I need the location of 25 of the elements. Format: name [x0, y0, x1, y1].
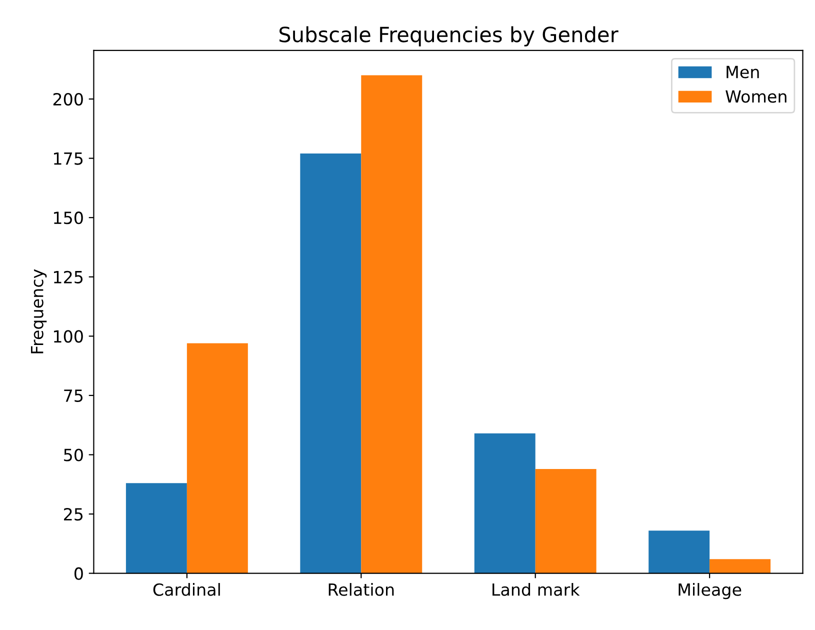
y-tick-label: 100 — [54, 330, 83, 343]
y-axis-title: Frequency — [31, 269, 47, 354]
legend-label: Women — [726, 90, 786, 103]
legend-label: Men — [726, 66, 759, 78]
bar — [710, 559, 771, 574]
bar — [474, 433, 536, 574]
x-tick-label: Cardinal — [153, 583, 220, 596]
chart-title: Subscale Frequencies by Gender — [279, 26, 618, 46]
y-tick-label: 200 — [53, 92, 83, 106]
x-tick-label: Mileage — [678, 583, 742, 600]
bar — [535, 468, 596, 574]
y-tick-label: 75 — [64, 390, 83, 402]
y-tick-label: 25 — [64, 508, 83, 521]
y-tick-label: 125 — [54, 270, 83, 284]
bar — [300, 154, 362, 574]
y-tick-label: 175 — [54, 152, 83, 165]
bar — [126, 483, 187, 574]
x-tick-label: Land mark — [492, 583, 580, 596]
bar — [186, 343, 248, 574]
x-tick-label: Relation — [328, 583, 394, 596]
bar — [361, 75, 422, 574]
y-tick-label: 150 — [54, 212, 83, 224]
bar — [648, 530, 710, 574]
y-tick-label: 50 — [64, 448, 83, 462]
y-tick-label: 0 — [74, 567, 83, 580]
